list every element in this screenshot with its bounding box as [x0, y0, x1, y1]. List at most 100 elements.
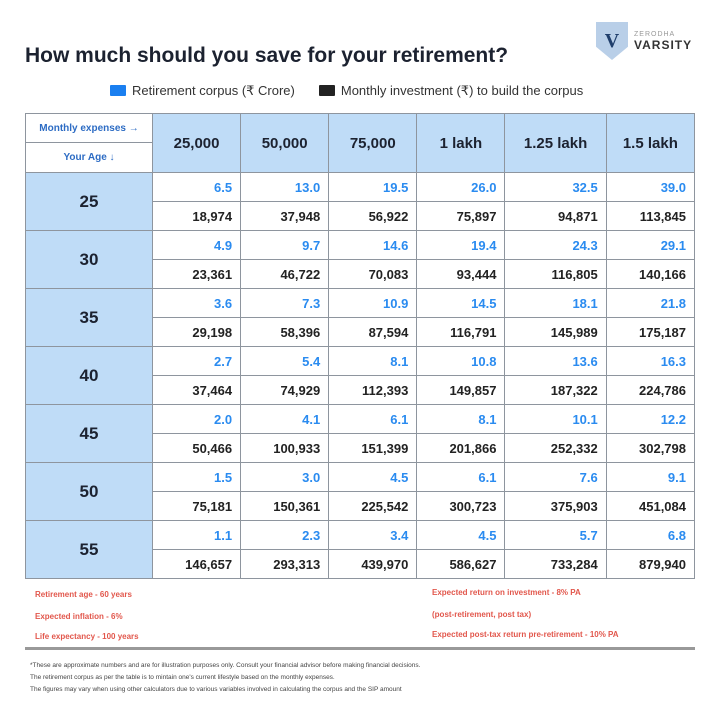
investment-cell: 37,948	[240, 201, 330, 231]
legend: Retirement corpus (₹ Crore) Monthly inve…	[110, 83, 583, 99]
corpus-cell: 21.8	[605, 288, 696, 318]
investment-cell: 293,313	[240, 549, 330, 579]
corpus-cell: 4.5	[328, 462, 418, 492]
footnotes: *These are approximate numbers and are f…	[30, 660, 420, 696]
corpus-cell: 6.1	[416, 462, 506, 492]
investment-cell: 112,393	[328, 375, 418, 405]
table-corner: Monthly expenses → Your Age ↓	[25, 113, 153, 173]
age-cell: 45	[25, 404, 153, 463]
footnote: The figures may vary when using other ca…	[30, 686, 402, 693]
corpus-cell: 29.1	[605, 230, 696, 260]
investment-cell: 70,083	[328, 259, 418, 289]
assumption-left: Life expectancy - 100 years	[35, 632, 139, 641]
retirement-table: Monthly expenses → Your Age ↓ 25,000 50,00…	[25, 113, 696, 579]
corpus-cell: 7.3	[240, 288, 330, 318]
logo-varsity: VARSITY	[634, 37, 693, 52]
investment-cell: 733,284	[504, 549, 607, 579]
table-row-corpus: 50 1.5 3.0 4.5 6.1 7.6 9.1	[25, 462, 696, 521]
table-row-corpus: 35 3.6 7.3 10.9 14.5 18.1 21.8	[25, 288, 696, 347]
corpus-cell: 5.7	[504, 520, 607, 550]
investment-cell: 252,332	[504, 433, 607, 463]
corpus-cell: 9.1	[605, 462, 696, 492]
investment-cell: 145,989	[504, 317, 607, 347]
table-row-corpus: 40 2.7 5.4 8.1 10.8 13.6 16.3	[25, 346, 696, 405]
investment-cell: 56,922	[328, 201, 418, 231]
corpus-cell: 10.1	[504, 404, 607, 434]
corpus-cell: 6.1	[328, 404, 418, 434]
investment-cell: 224,786	[605, 375, 696, 405]
corpus-cell: 1.1	[151, 520, 242, 550]
investment-cell: 75,897	[416, 201, 506, 231]
column-header: 50,000	[240, 113, 330, 173]
corpus-cell: 2.0	[151, 404, 242, 434]
investment-cell: 23,361	[151, 259, 242, 289]
corpus-cell: 7.6	[504, 462, 607, 492]
column-header: 75,000	[328, 113, 418, 173]
corpus-cell: 3.6	[151, 288, 242, 318]
column-header: 1.25 lakh	[504, 113, 607, 173]
investment-cell: 150,361	[240, 491, 330, 521]
investment-cell: 140,166	[605, 259, 696, 289]
table-row-investment: 50,466 100,933 151,399 201,866 252,332 302,79…	[26, 433, 696, 463]
investment-cell: 375,903	[504, 491, 607, 521]
table-row-investment: 146,657 293,313 439,970 586,627 733,284 879,9…	[26, 549, 696, 579]
investment-cell: 113,845	[605, 201, 696, 231]
investment-cell: 879,940	[605, 549, 696, 579]
corpus-cell: 16.3	[605, 346, 696, 376]
investment-cell: 302,798	[605, 433, 696, 463]
age-cell: 35	[25, 288, 153, 347]
age-cell: 50	[25, 462, 153, 521]
investment-cell: 100,933	[240, 433, 330, 463]
age-cell: 25	[25, 172, 153, 231]
footnote: *These are approximate numbers and are f…	[30, 662, 421, 669]
varsity-logo: V ZERODHA VARSITY	[596, 22, 692, 60]
corpus-cell: 4.9	[151, 230, 242, 260]
corpus-cell: 4.1	[240, 404, 330, 434]
corpus-cell: 32.5	[504, 172, 607, 202]
corpus-cell: 13.6	[504, 346, 607, 376]
logo-zerodha: ZERODHA	[634, 30, 676, 38]
assumptions: Retirement age - 60 years Expected infla…	[25, 582, 695, 650]
table-row-investment: 29,198 58,396 87,594 116,791 145,989 175,187	[26, 317, 696, 347]
corpus-cell: 13.0	[240, 172, 330, 202]
age-cell: 40	[25, 346, 153, 405]
investment-cell: 225,542	[328, 491, 418, 521]
investment-cell: 201,866	[416, 433, 506, 463]
corpus-cell: 4.5	[416, 520, 506, 550]
investment-cell: 116,805	[504, 259, 607, 289]
corpus-cell: 1.5	[151, 462, 242, 492]
corpus-cell: 6.8	[605, 520, 696, 550]
corpus-cell: 18.1	[504, 288, 607, 318]
assumption-right: (post-retirement, post tax)	[432, 610, 532, 619]
investment-cell: 586,627	[416, 549, 506, 579]
table-row-investment: 37,464 74,929 112,393 149,857 187,322 224,786	[26, 375, 696, 405]
table-row-investment: 18,974 37,948 56,922 75,897 94,871 113,845	[26, 201, 696, 231]
corpus-cell: 8.1	[328, 346, 418, 376]
table-row-investment: 23,361 46,722 70,083 93,444 116,805 140,166	[26, 259, 696, 289]
investment-cell: 46,722	[240, 259, 330, 289]
corpus-cell: 26.0	[416, 172, 506, 202]
investment-cell: 116,791	[416, 317, 506, 347]
investment-cell: 451,084	[605, 491, 696, 521]
corpus-cell: 14.6	[328, 230, 418, 260]
investment-cell: 37,464	[151, 375, 242, 405]
investment-cell: 18,974	[151, 201, 242, 231]
investment-cell: 74,929	[240, 375, 330, 405]
corpus-cell: 14.5	[416, 288, 506, 318]
corpus-cell: 3.4	[328, 520, 418, 550]
corpus-cell: 19.5	[328, 172, 418, 202]
corpus-swatch	[110, 85, 126, 96]
investment-cell: 94,871	[504, 201, 607, 231]
assumption-left: Expected inflation - 6%	[35, 612, 123, 621]
investment-cell: 87,594	[328, 317, 418, 347]
table-row-corpus: 30 4.9 9.7 14.6 19.4 24.3 29.1	[25, 230, 696, 289]
corpus-cell: 10.8	[416, 346, 506, 376]
legend-corpus: Retirement corpus (₹ Crore)	[110, 83, 295, 99]
corpus-cell: 10.9	[328, 288, 418, 318]
corpus-cell: 24.3	[504, 230, 607, 260]
table-row-corpus: 55 1.1 2.3 3.4 4.5 5.7 6.8	[25, 520, 696, 579]
investment-cell: 187,322	[504, 375, 607, 405]
corpus-cell: 8.1	[416, 404, 506, 434]
corpus-cell: 5.4	[240, 346, 330, 376]
legend-investment: Monthly investment (₹) to build the corp…	[318, 83, 583, 99]
